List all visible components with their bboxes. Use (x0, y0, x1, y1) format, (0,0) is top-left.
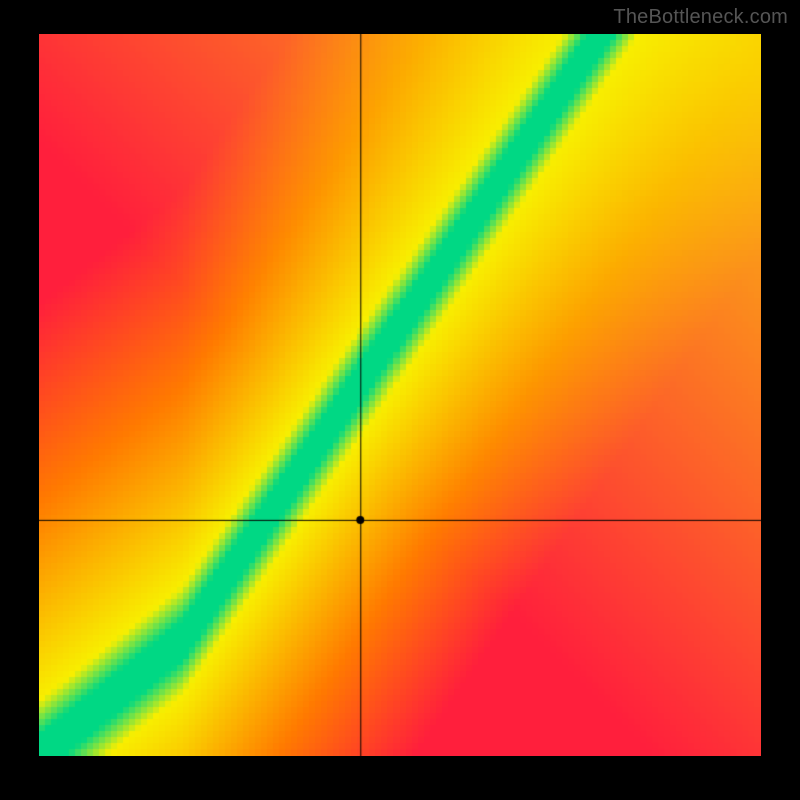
chart-container: TheBottleneck.com (0, 0, 800, 800)
bottleneck-heatmap (39, 34, 761, 756)
watermark-text: TheBottleneck.com (613, 6, 788, 29)
